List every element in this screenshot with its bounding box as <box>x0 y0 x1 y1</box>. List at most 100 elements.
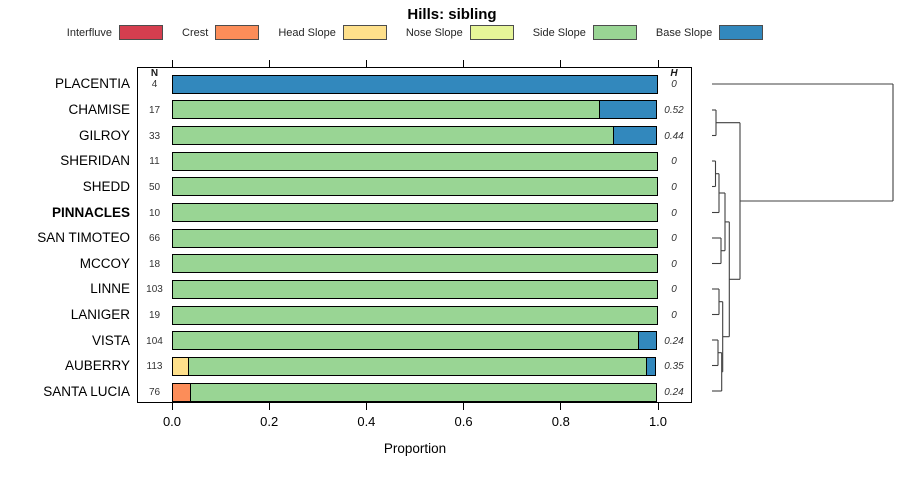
n-value: 50 <box>148 181 161 193</box>
stacked-bar <box>172 305 658 325</box>
n-value: 18 <box>148 258 161 270</box>
row-label: SANTA LUCIA <box>43 384 130 400</box>
stacked-bar <box>172 126 658 146</box>
bar-segment-side-slope <box>190 382 657 402</box>
n-value: 33 <box>148 130 161 142</box>
legend-item: Interfluve <box>66 25 164 40</box>
h-value: 0 <box>671 207 677 219</box>
stacked-bar <box>172 203 658 222</box>
row-label: SHEDD <box>82 178 130 194</box>
legend-swatch-head-slope <box>342 25 387 40</box>
bar-segment-side-slope <box>188 356 648 376</box>
h-value: 0 <box>671 310 677 322</box>
h-column-header: H <box>670 67 678 79</box>
n-value: 10 <box>148 207 161 219</box>
bar-segment-side-slope <box>172 177 658 197</box>
legend-label: Interfluve <box>66 26 113 39</box>
bar-segment-side-slope <box>172 228 658 248</box>
bar-segment-side-slope <box>172 254 658 274</box>
row-label: PINNACLES <box>51 204 130 220</box>
legend-item: Base Slope <box>656 25 764 40</box>
bar-segment-side-slope <box>172 126 615 146</box>
row-label: SAN TIMOTEO <box>37 230 130 246</box>
chart-title: Hills: sibling <box>407 6 497 23</box>
n-column-header: N <box>150 67 159 79</box>
n-value: 113 <box>146 361 163 373</box>
row-label: SHERIDAN <box>60 153 130 169</box>
legend-item: Nose Slope <box>406 25 514 40</box>
h-value: 0.24 <box>664 335 684 347</box>
bar-segment-side-slope <box>172 279 658 299</box>
h-value: 0 <box>671 181 677 193</box>
legend-label: Crest <box>182 26 209 39</box>
h-value: 0.44 <box>664 130 684 142</box>
x-axis-tick-bottom <box>365 403 367 410</box>
n-value: 19 <box>148 310 161 322</box>
x-axis-tick-label: 0.0 <box>162 414 182 429</box>
x-axis-tick-top <box>463 60 465 67</box>
bar-segment-side-slope <box>172 305 658 325</box>
h-value: 0 <box>671 258 677 270</box>
x-axis-tick-label: 0.2 <box>260 414 279 429</box>
x-axis-tick-bottom <box>560 403 562 410</box>
bar-segment-side-slope <box>172 203 658 222</box>
x-axis-tick-bottom <box>171 403 173 410</box>
row-label: AUBERRY <box>64 358 130 374</box>
n-value: 104 <box>146 335 163 347</box>
legend-label: Head Slope <box>278 26 336 39</box>
x-axis-tick-label: 0.4 <box>357 414 376 429</box>
h-value: 0.52 <box>664 104 684 116</box>
x-axis-tick-top <box>657 60 659 67</box>
bar-segment-base-slope <box>637 331 657 351</box>
bar-segment-head-slope <box>172 356 189 376</box>
legend-item: Crest <box>182 25 260 40</box>
legend-item: Head Slope <box>278 25 387 40</box>
x-axis-tick-bottom <box>657 403 659 410</box>
row-label: VISTA <box>91 332 130 348</box>
x-axis-tick-bottom <box>463 403 465 410</box>
bar-segment-base-slope <box>613 126 657 146</box>
legend-swatch-interfluve <box>119 25 164 40</box>
row-label: CHAMISE <box>68 101 130 117</box>
x-axis-label: Proportion <box>383 441 447 456</box>
bar-segment-side-slope <box>172 100 600 120</box>
legend-item: Side Slope <box>533 25 637 40</box>
n-value: 76 <box>148 387 161 399</box>
stacked-bar <box>172 279 658 299</box>
bar-segment-side-slope <box>172 151 658 171</box>
n-value: 11 <box>149 156 160 168</box>
x-axis-tick-bottom <box>268 403 270 410</box>
h-value: 0.35 <box>664 361 684 373</box>
legend: Interfluve Crest Head Slope Nose Slope Side … <box>0 25 830 40</box>
x-axis-tick-top <box>171 60 173 67</box>
row-label: LINNE <box>90 281 130 297</box>
x-axis-tick-label: 0.6 <box>454 414 473 429</box>
x-axis-tick-top <box>560 60 562 67</box>
row-label: MCCOY <box>79 255 130 271</box>
h-value: 0 <box>671 156 677 168</box>
legend-swatch-base-slope <box>719 25 764 40</box>
h-value: 0.24 <box>664 387 684 399</box>
n-value: 17 <box>148 104 161 116</box>
legend-label: Side Slope <box>532 26 586 39</box>
x-axis-tick-label: 0.8 <box>551 414 570 429</box>
stacked-bar <box>172 177 658 197</box>
h-value: 0 <box>671 233 677 245</box>
n-value: 4 <box>151 79 158 91</box>
stacked-bar <box>172 74 658 94</box>
stacked-bar <box>172 228 658 248</box>
n-value: 66 <box>148 233 161 245</box>
legend-swatch-crest <box>215 25 260 40</box>
bar-segment-base-slope <box>646 356 656 376</box>
legend-label: Nose Slope <box>405 26 463 39</box>
stacked-bar <box>172 382 658 402</box>
stacked-bar <box>172 254 658 274</box>
h-value: 0 <box>671 284 677 296</box>
bar-segment-crest <box>172 382 192 402</box>
stacked-bar <box>172 356 658 376</box>
plot-box-border <box>137 67 692 403</box>
n-value: 103 <box>146 284 163 296</box>
h-value: 0 <box>671 79 677 91</box>
bar-segment-side-slope <box>172 331 639 351</box>
